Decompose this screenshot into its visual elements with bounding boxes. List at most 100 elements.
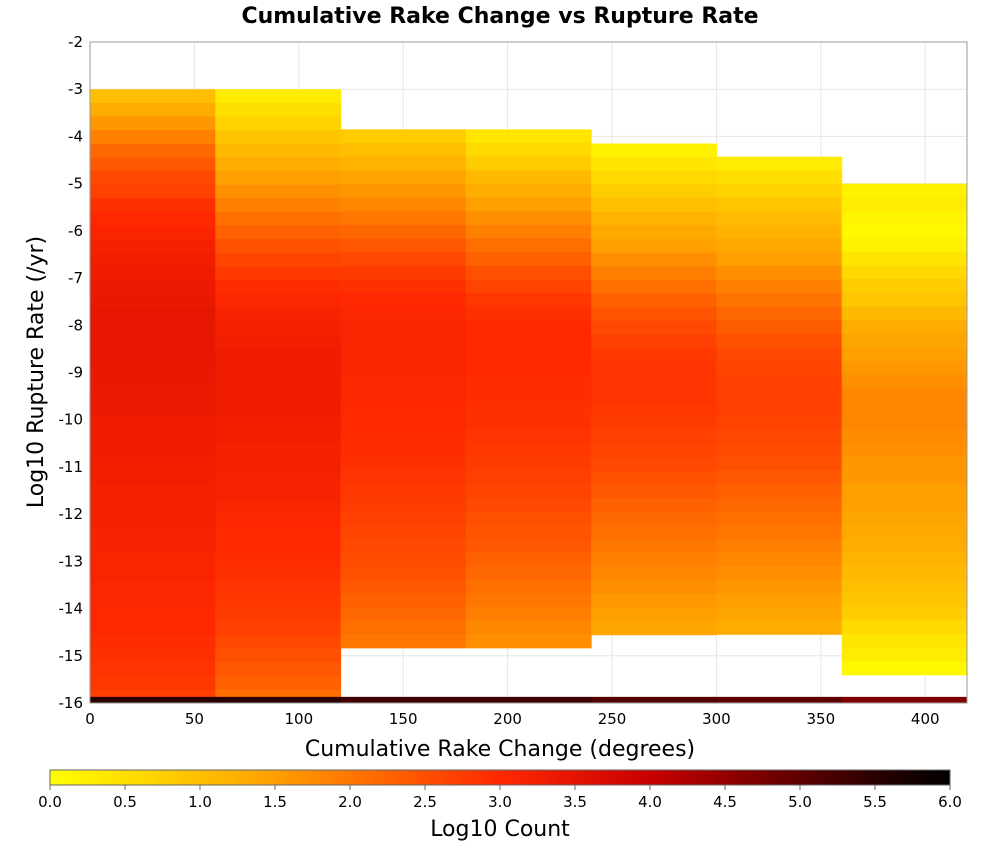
heatmap-cell <box>716 579 843 594</box>
heatmap-cell <box>465 565 592 581</box>
heatmap-cell <box>90 457 216 472</box>
heatmap-cell <box>90 648 216 663</box>
x-tick-label: 300 <box>702 710 731 728</box>
heatmap-cell <box>591 239 717 254</box>
heatmap-cell <box>716 511 843 526</box>
heatmap-cell <box>340 142 467 158</box>
x-axis-label: Cumulative Rake Change (degrees) <box>305 737 695 762</box>
heatmap-cell <box>465 579 592 594</box>
heatmap-cell <box>591 621 717 636</box>
heatmap-cell <box>716 552 843 567</box>
heatmap-cell <box>841 306 968 321</box>
heatmap-cell <box>716 293 843 308</box>
heatmap-cell <box>465 293 592 308</box>
heatmap-cell <box>716 334 843 349</box>
heatmap-cell <box>340 538 467 553</box>
heatmap-cell <box>215 362 342 377</box>
heatmap-cell <box>591 143 717 158</box>
heatmap-cell <box>340 634 467 649</box>
heatmap-cell-bottom <box>90 696 216 703</box>
heatmap-cell <box>215 280 342 295</box>
heatmap-cell <box>465 238 592 253</box>
y-tick-label: -8 <box>68 316 83 334</box>
heatmap-cell <box>340 620 467 635</box>
heatmap-cell <box>340 293 467 308</box>
heatmap-cell <box>841 538 968 553</box>
heatmap-cell <box>841 224 968 239</box>
heatmap-cell <box>90 212 216 227</box>
heatmap-cell <box>340 565 467 581</box>
y-tick-label: -15 <box>59 647 84 665</box>
heatmap-cell <box>716 456 843 472</box>
heatmap-cell <box>340 593 467 608</box>
heatmap-cell <box>841 388 968 403</box>
heatmap-cell <box>90 580 216 595</box>
heatmap-cell <box>716 306 843 321</box>
heatmap-cell <box>90 621 216 636</box>
heatmap-cell-bottom <box>340 696 467 703</box>
heatmap-cell <box>465 183 592 199</box>
heatmap-cell <box>90 239 216 254</box>
heatmap-cell <box>215 403 342 418</box>
heatmap-cell <box>215 416 342 431</box>
y-tick-label: -10 <box>59 411 84 429</box>
heatmap-cell <box>716 375 843 390</box>
heatmap-cell <box>591 607 717 622</box>
heatmap-cell <box>591 402 717 417</box>
heatmap-cell <box>215 321 342 336</box>
heatmap-cell <box>90 280 216 295</box>
heatmap-cell <box>465 361 592 376</box>
heatmap-cell <box>716 347 843 362</box>
heatmap-cell <box>465 538 592 553</box>
heatmap-cell <box>591 157 717 172</box>
heatmap-cell-bottom <box>716 696 843 703</box>
x-tick-label: 0 <box>85 710 95 728</box>
heatmap-cell <box>591 552 717 568</box>
x-tick-label: 100 <box>284 710 313 728</box>
heatmap-cell <box>591 198 717 213</box>
heatmap-cell <box>465 306 592 321</box>
heatmap-cell <box>841 333 968 348</box>
heatmap-cell <box>340 129 467 144</box>
heatmap-cell <box>90 102 216 118</box>
heatmap-cell <box>340 429 467 444</box>
heatmap-cell <box>215 130 342 145</box>
heatmap-cell <box>841 456 968 471</box>
heatmap-cell <box>841 661 968 676</box>
heatmap-cell <box>215 293 342 309</box>
heatmap-cell <box>215 389 342 404</box>
heatmap-cell <box>215 525 342 540</box>
heatmap-cell <box>215 225 342 240</box>
heatmap-cell <box>841 210 968 226</box>
heatmap-cell <box>716 279 843 294</box>
heatmap-cells <box>90 89 968 703</box>
heatmap-cell <box>215 171 342 186</box>
heatmap-cell <box>90 689 216 698</box>
heatmap-cell <box>841 565 968 580</box>
x-tick-label: 50 <box>185 710 204 728</box>
heatmap-cell <box>340 170 467 185</box>
heatmap-cell <box>215 553 342 568</box>
heatmap-cell <box>591 334 717 349</box>
colorbar-tick-label: 0.5 <box>113 793 137 811</box>
heatmap-cell <box>215 648 342 663</box>
heatmap-cell <box>215 334 342 349</box>
y-axis-label: Log10 Rupture Rate (/yr) <box>24 236 49 508</box>
heatmap-cell <box>340 156 467 171</box>
colorbar-tick-label: 0.0 <box>38 793 62 811</box>
colorbar-tick-label: 3.5 <box>563 793 587 811</box>
y-tick-label: -14 <box>59 600 84 618</box>
heatmap-cell <box>215 689 342 698</box>
heatmap-cell <box>716 252 843 267</box>
heatmap-cell <box>340 334 467 349</box>
heatmap-cell <box>340 388 467 403</box>
heatmap-cell <box>90 184 216 199</box>
heatmap-cell <box>591 389 717 404</box>
heatmap-cell <box>716 593 843 608</box>
heatmap-cell <box>465 552 592 567</box>
y-tick-label: -16 <box>59 694 84 712</box>
heatmap-cell <box>215 184 342 199</box>
heatmap-cell <box>215 157 342 172</box>
x-tick-label: 150 <box>389 710 418 728</box>
